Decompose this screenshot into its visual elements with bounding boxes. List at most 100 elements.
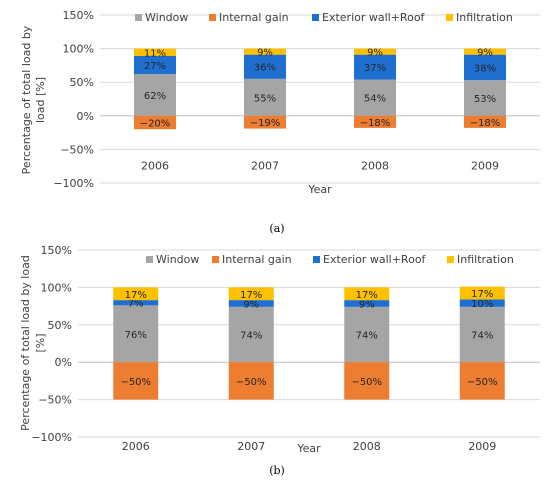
- chart-b-bar-segment: [228, 287, 274, 301]
- chart-b-bar-segment: [459, 286, 505, 300]
- chart-a-y-axis-title-line: Percentage of total load by: [20, 25, 33, 174]
- chart-a-data-label: 9%: [257, 48, 273, 59]
- chart-a-x-tick-label: 2008: [361, 159, 389, 172]
- chart-a-data-label: 55%: [254, 93, 276, 104]
- chart-a-data-label: 27%: [144, 61, 166, 72]
- chart-a-x-tick-label: 2006: [141, 159, 169, 172]
- chart-a-y-tick-label: 0%: [77, 110, 94, 123]
- chart-b-x-tick-label: 2007: [237, 440, 265, 453]
- chart-a-data-label: 9%: [477, 48, 493, 59]
- chart-b-legend-label: Exterior wall+Roof: [323, 253, 427, 266]
- chart-b-legend-label: Internal gain: [222, 253, 292, 266]
- chart-a-bar-segment: [464, 54, 506, 81]
- chart-b-bar-segment: [344, 300, 390, 307]
- chart-a-legend-swatch: [312, 14, 319, 21]
- chart-b-bar-segment: [459, 306, 505, 363]
- chart-a-bar-segment: [134, 48, 176, 56]
- chart-b-legend-swatch: [447, 256, 454, 263]
- chart-b-bar-segment: [228, 306, 274, 363]
- chart-b-y-tick-label: 50%: [48, 319, 72, 332]
- chart-b-bar-segment: [344, 306, 390, 363]
- chart-a-bar-segment: [464, 115, 506, 128]
- chart-a-panel-caption: (a): [269, 222, 284, 235]
- chart-b-x-tick-label: 2006: [122, 440, 150, 453]
- chart-b-bar-segment: [459, 299, 505, 307]
- chart-a-bar-segment: [464, 48, 506, 55]
- chart-b-y-tick-label: 150%: [41, 244, 72, 257]
- chart-b-data-label: 74%: [240, 331, 262, 342]
- chart-b-y-tick-label: −50%: [38, 394, 72, 407]
- chart-a-y-tick-label: −50%: [60, 143, 94, 156]
- chart-a-data-label: 9%: [367, 48, 383, 59]
- chart-a-legend-label: Window: [145, 11, 188, 24]
- chart-a-data-label: 36%: [254, 63, 276, 74]
- chart-b-bar-segment: [459, 362, 505, 400]
- chart-a-bar-segment: [354, 79, 396, 116]
- chart-b-data-label: −50%: [351, 377, 382, 388]
- chart-a-bar-segment: [244, 78, 286, 116]
- chart-b-bar-segment: [228, 300, 274, 307]
- chart-b-data-label: 17%: [125, 290, 147, 301]
- chart-b-data-label: 10%: [471, 299, 493, 310]
- chart-b-y-axis-title-line: Percentage of total load by load: [19, 255, 32, 431]
- chart-a-data-label: 54%: [364, 94, 386, 105]
- chart-b-data-label: 17%: [356, 290, 378, 301]
- chart-a-bar-segment: [134, 55, 176, 75]
- chart-b-data-label: 17%: [471, 289, 493, 300]
- chart-b-y-tick-label: 100%: [41, 281, 72, 294]
- chart-a-bar-segment: [354, 48, 396, 55]
- chart-a-bar-segment: [244, 48, 286, 55]
- chart-a-y-tick-label: 50%: [70, 76, 94, 89]
- chart-a-legend-swatch: [446, 14, 453, 21]
- chart-a-bar-segment: [354, 54, 396, 80]
- chart-a-data-label: −18%: [470, 118, 501, 129]
- chart-b-data-label: 74%: [356, 331, 378, 342]
- chart-a-y-tick-label: −100%: [53, 177, 94, 190]
- chart-a-data-label: 11%: [144, 48, 166, 59]
- chart-b-legend-label: Infiltration: [457, 253, 514, 266]
- chart-b-data-label: 74%: [471, 331, 493, 342]
- chart-a-legend-label: Infiltration: [456, 11, 513, 24]
- chart-b-bar-segment: [113, 305, 159, 363]
- chart-b-data-label: 9%: [359, 299, 375, 310]
- chart-a-bar-segment: [354, 115, 396, 128]
- chart-a-data-label: 37%: [364, 63, 386, 74]
- chart-b-y-axis-title-line: [%]: [34, 333, 47, 352]
- chart-a-data-label: −20%: [140, 119, 171, 130]
- chart-a-x-tick-label: 2009: [471, 159, 499, 172]
- chart-a-y-axis-title-line: load [%]: [34, 77, 47, 123]
- chart-a-legend-label: Exterior wall+Roof: [322, 11, 426, 24]
- chart-b-y-tick-label: 0%: [55, 356, 72, 369]
- chart-a-x-axis-title: Year: [307, 183, 332, 196]
- chart-a-bar-segment: [244, 115, 286, 129]
- chart-b-x-tick-label: 2009: [468, 440, 496, 453]
- chart-a-data-label: 38%: [474, 63, 496, 74]
- chart-b-x-tick-label: 2008: [353, 440, 381, 453]
- chart-b-bar-segment: [113, 287, 159, 301]
- chart-a-legend-label: Internal gain: [219, 11, 289, 24]
- chart-b-y-tick-label: −100%: [31, 431, 72, 444]
- chart-a-data-label: 53%: [474, 94, 496, 105]
- chart-b-data-label: −50%: [467, 377, 498, 388]
- chart-b-data-label: −50%: [120, 377, 151, 388]
- chart-b-bar-segment: [344, 362, 390, 400]
- chart-a-y-tick-label: 150%: [63, 9, 94, 22]
- chart-a-bar-segment: [134, 74, 176, 116]
- chart-a-y-tick-label: 100%: [63, 43, 94, 56]
- chart-b-data-label: 9%: [243, 299, 259, 310]
- chart-a-data-label: −18%: [360, 118, 391, 129]
- chart-b-bar-segment: [228, 362, 274, 400]
- chart-b-bar-segment: [344, 287, 390, 301]
- chart-b-legend-swatch: [146, 256, 153, 263]
- chart-a-x-tick-label: 2007: [251, 159, 279, 172]
- chart-b-data-label: 76%: [125, 330, 147, 341]
- chart-a-bar-segment: [244, 54, 286, 79]
- chart-b-bar-segment: [113, 300, 159, 306]
- chart-b-bar-segment: [113, 362, 159, 400]
- chart-b-panel-caption: (b): [269, 464, 285, 477]
- chart-a-data-label: −19%: [250, 118, 281, 129]
- chart-a-bar-segment: [464, 80, 506, 116]
- chart-a-legend-swatch: [135, 14, 142, 21]
- chart-b-legend-swatch: [212, 256, 219, 263]
